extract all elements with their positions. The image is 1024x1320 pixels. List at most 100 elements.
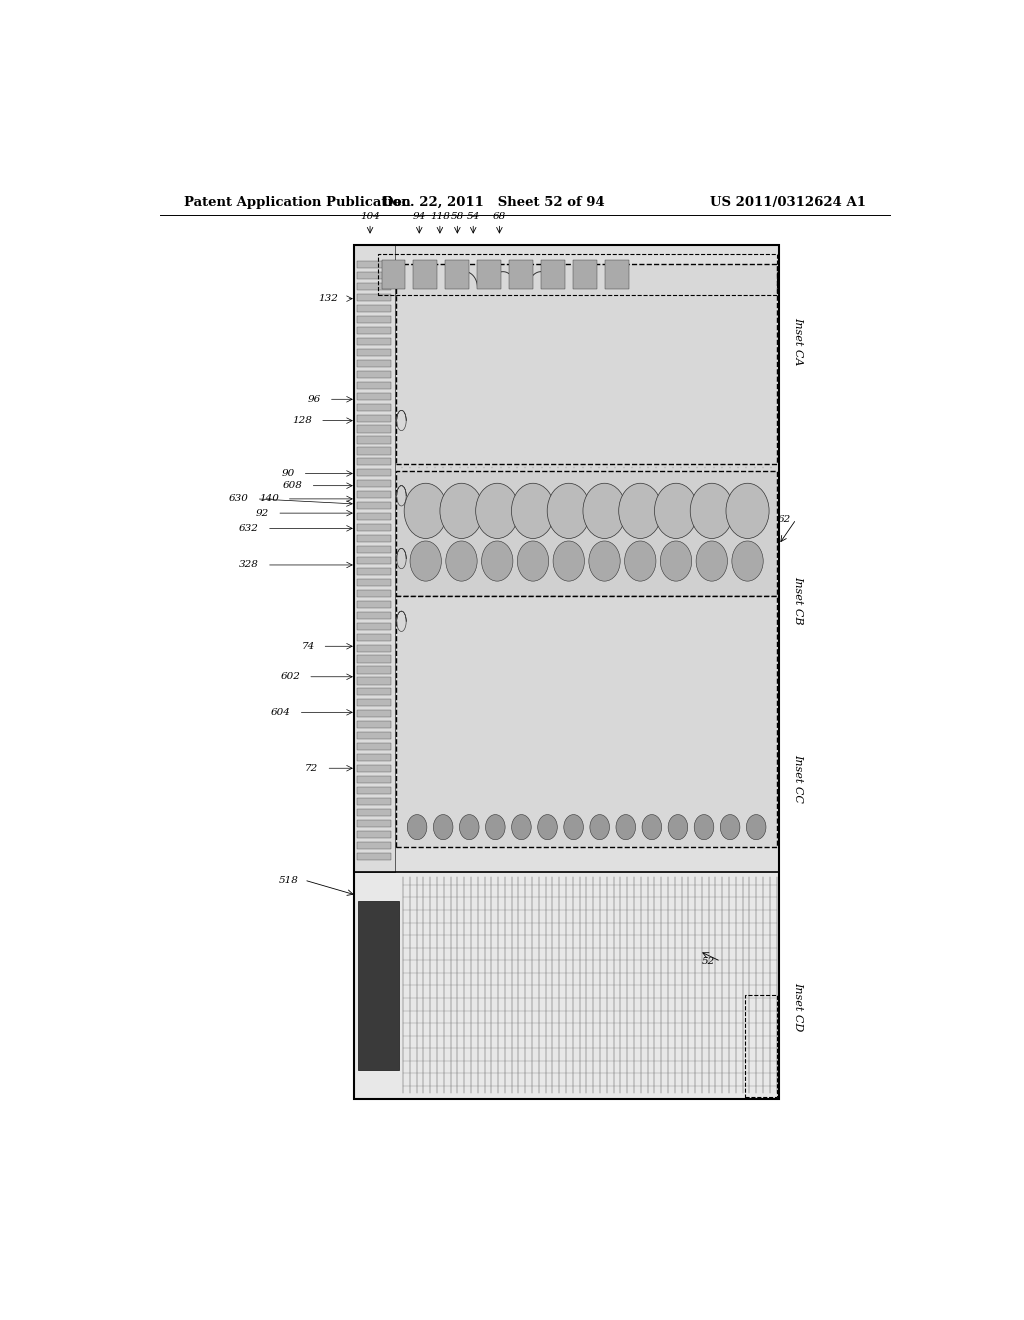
Bar bbox=[357, 743, 391, 750]
Bar bbox=[477, 260, 502, 289]
Text: 128: 128 bbox=[292, 416, 312, 425]
Text: 52: 52 bbox=[702, 957, 715, 966]
Bar bbox=[357, 710, 391, 717]
Bar bbox=[357, 294, 391, 301]
Circle shape bbox=[625, 541, 656, 581]
Bar bbox=[357, 700, 391, 706]
Circle shape bbox=[445, 541, 477, 581]
Circle shape bbox=[616, 814, 636, 840]
Circle shape bbox=[746, 814, 766, 840]
Circle shape bbox=[476, 483, 519, 539]
Circle shape bbox=[553, 541, 585, 581]
Text: 54: 54 bbox=[467, 213, 480, 222]
Text: Patent Application Publication: Patent Application Publication bbox=[183, 195, 411, 209]
Bar bbox=[357, 327, 391, 334]
Circle shape bbox=[433, 814, 453, 840]
Bar bbox=[357, 623, 391, 630]
Circle shape bbox=[563, 374, 610, 434]
Bar bbox=[357, 425, 391, 433]
Circle shape bbox=[639, 294, 686, 354]
Bar bbox=[357, 557, 391, 564]
Circle shape bbox=[563, 294, 610, 354]
Circle shape bbox=[589, 541, 621, 581]
Circle shape bbox=[411, 642, 458, 702]
Circle shape bbox=[449, 642, 496, 702]
Bar bbox=[509, 260, 534, 289]
Circle shape bbox=[601, 294, 648, 354]
Bar bbox=[357, 667, 391, 673]
Circle shape bbox=[696, 541, 727, 581]
Bar bbox=[357, 282, 391, 290]
Circle shape bbox=[481, 541, 513, 581]
Bar bbox=[357, 414, 391, 421]
Text: FIG. 73: FIG. 73 bbox=[655, 597, 760, 624]
Circle shape bbox=[411, 729, 458, 789]
Circle shape bbox=[583, 483, 626, 539]
Bar bbox=[357, 502, 391, 510]
Bar bbox=[396, 597, 777, 847]
Circle shape bbox=[601, 374, 648, 434]
Circle shape bbox=[618, 483, 662, 539]
Text: 72: 72 bbox=[305, 764, 318, 772]
Bar bbox=[396, 264, 777, 465]
Circle shape bbox=[511, 483, 555, 539]
Bar bbox=[382, 260, 406, 289]
Circle shape bbox=[720, 814, 740, 840]
Bar bbox=[357, 688, 391, 696]
Bar bbox=[605, 260, 629, 289]
Bar bbox=[358, 900, 398, 1071]
Circle shape bbox=[590, 814, 609, 840]
Circle shape bbox=[639, 642, 686, 702]
Circle shape bbox=[677, 294, 724, 354]
Text: 602: 602 bbox=[281, 672, 300, 681]
Bar bbox=[378, 255, 776, 294]
Bar bbox=[357, 677, 391, 685]
Bar bbox=[357, 853, 391, 859]
Bar bbox=[357, 338, 391, 345]
Circle shape bbox=[677, 729, 724, 789]
Bar bbox=[357, 360, 391, 367]
Circle shape bbox=[449, 294, 496, 354]
Text: 140: 140 bbox=[259, 495, 279, 503]
Bar bbox=[357, 524, 391, 531]
Circle shape bbox=[517, 541, 549, 581]
Text: 96: 96 bbox=[307, 395, 321, 404]
Bar bbox=[354, 873, 778, 1098]
Circle shape bbox=[525, 729, 572, 789]
Circle shape bbox=[677, 374, 724, 434]
Circle shape bbox=[716, 374, 762, 434]
Bar bbox=[357, 546, 391, 553]
Circle shape bbox=[411, 374, 458, 434]
Bar bbox=[357, 261, 391, 268]
Circle shape bbox=[642, 814, 662, 840]
Bar bbox=[357, 766, 391, 772]
Text: US 2011/0312624 A1: US 2011/0312624 A1 bbox=[710, 195, 866, 209]
Bar bbox=[573, 260, 597, 289]
Bar bbox=[357, 733, 391, 739]
Text: Inset CB: Inset CB bbox=[794, 577, 804, 624]
Text: 68: 68 bbox=[493, 213, 506, 222]
Bar bbox=[357, 590, 391, 597]
Text: 104: 104 bbox=[360, 213, 380, 222]
Bar bbox=[357, 644, 391, 652]
Circle shape bbox=[660, 541, 691, 581]
Bar bbox=[357, 491, 391, 499]
Circle shape bbox=[563, 642, 610, 702]
Circle shape bbox=[525, 642, 572, 702]
Bar bbox=[357, 404, 391, 411]
Text: 74: 74 bbox=[301, 642, 314, 651]
Bar bbox=[541, 260, 565, 289]
Circle shape bbox=[716, 729, 762, 789]
Bar bbox=[357, 447, 391, 454]
Circle shape bbox=[694, 814, 714, 840]
Text: Dec. 22, 2011   Sheet 52 of 94: Dec. 22, 2011 Sheet 52 of 94 bbox=[382, 195, 604, 209]
Bar bbox=[357, 776, 391, 783]
Bar bbox=[357, 754, 391, 762]
Bar bbox=[744, 995, 776, 1097]
Text: 630: 630 bbox=[228, 495, 249, 503]
Bar bbox=[357, 579, 391, 586]
Text: 632: 632 bbox=[239, 524, 259, 533]
Bar bbox=[357, 458, 391, 466]
Bar bbox=[357, 535, 391, 543]
Bar bbox=[357, 611, 391, 619]
